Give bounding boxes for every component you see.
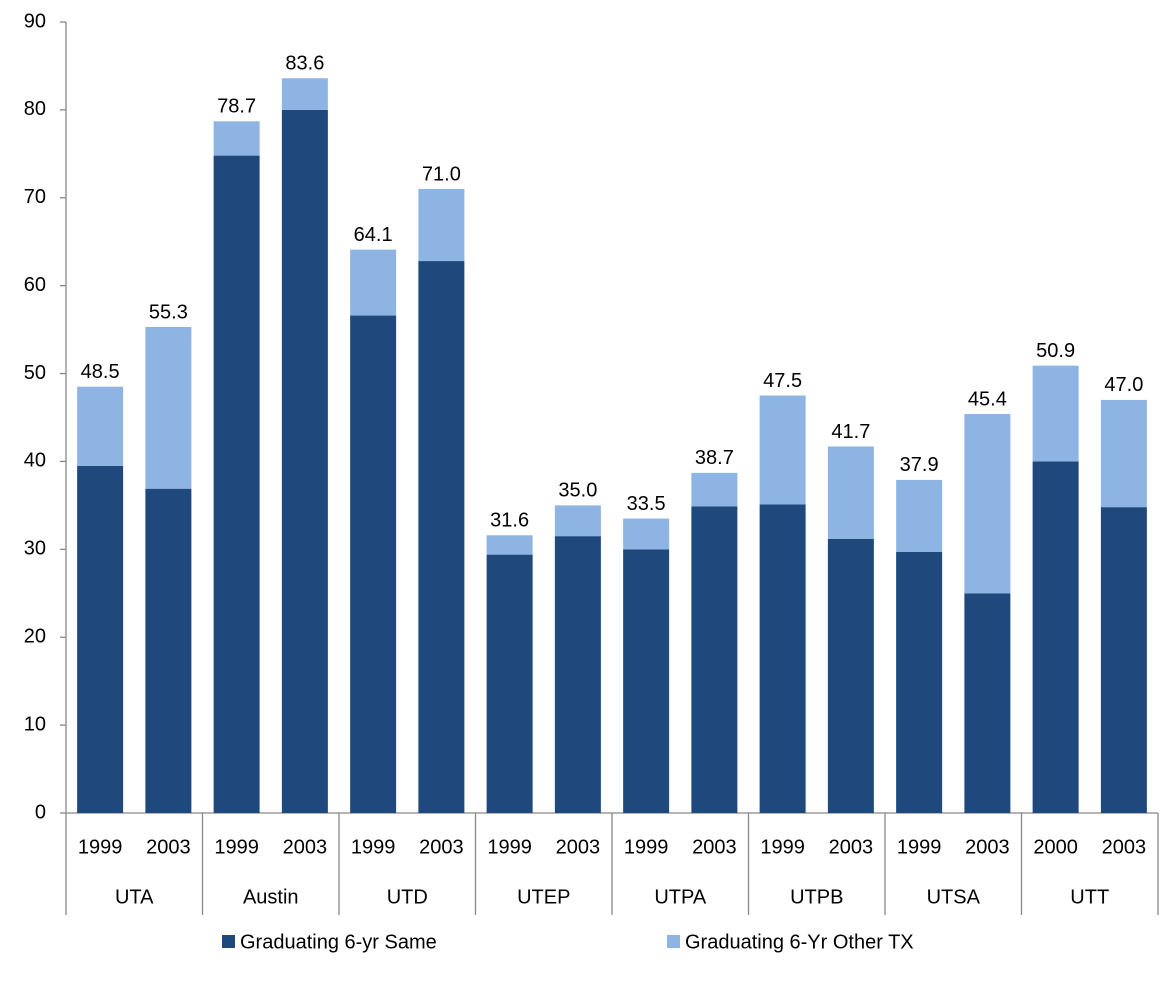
total-label: 38.7 [695,447,734,469]
bar-segment [418,188,465,262]
y-tick-label: 20 [24,626,46,648]
group-label: UTEP [517,886,570,908]
group-label: UTD [387,886,428,908]
x-tick-label: 1999 [624,836,669,858]
y-tick-label: 70 [24,186,46,208]
legend-label: Graduating 6-Yr Other TX [685,931,914,953]
bar-segment [418,261,465,814]
x-tick-label: 2003 [146,836,191,858]
x-tick-label: 1999 [78,836,123,858]
bar-segment [77,386,124,466]
total-label: 71.0 [422,163,461,185]
x-tick-label: 2000 [1033,836,1078,858]
bar-segment [213,121,260,156]
bar-segment [623,549,670,813]
bar-segment [554,505,601,537]
bar-segment [896,479,943,552]
total-label: 41.7 [831,421,870,443]
legend-swatch [667,935,680,948]
bar-segment [281,109,328,813]
x-tick-label: 2003 [692,836,737,858]
bar-segment [1100,507,1147,813]
bar-segment [350,315,397,813]
group-label: UTSA [927,886,981,908]
x-tick-label: 2003 [556,836,601,858]
x-tick-label: 1999 [487,836,532,858]
group-label: UTA [115,886,154,908]
total-label: 64.1 [354,224,393,246]
total-label: 35.0 [558,480,597,502]
group-label: UTPB [790,886,843,908]
total-label: 47.5 [763,370,802,392]
bar-segment [759,504,806,813]
bar-segment [759,395,806,505]
bar-segment [145,488,192,813]
total-label: 78.7 [217,96,256,118]
x-tick-label: 1999 [351,836,396,858]
total-label: 83.6 [285,53,324,75]
bar-segment [486,554,533,813]
x-tick-label: 1999 [897,836,942,858]
total-label: 45.4 [968,388,1007,410]
total-label: 47.0 [1104,374,1143,396]
y-tick-label: 80 [24,98,46,120]
x-tick-label: 2003 [829,836,874,858]
x-tick-label: 2003 [965,836,1010,858]
y-tick-label: 60 [24,274,46,296]
bar-segment [827,538,874,813]
bar-segment [213,155,260,813]
bar-segment [554,536,601,813]
bar-segment [486,535,533,555]
x-tick-label: 2003 [419,836,464,858]
group-label: UTT [1070,886,1109,908]
bar-segment [691,506,738,813]
bar-segment [964,413,1011,594]
bar-segment [145,326,192,489]
y-tick-label: 90 [24,10,46,32]
legend-label: Graduating 6-yr Same [240,931,437,953]
total-label: 48.5 [81,361,120,383]
y-tick-label: 30 [24,538,46,560]
total-label: 31.6 [490,510,529,532]
total-label: 37.9 [900,454,939,476]
bar-segment [623,518,670,550]
x-tick-label: 1999 [760,836,805,858]
y-tick-label: 40 [24,450,46,472]
bar-segment [350,249,397,316]
y-tick-label: 50 [24,362,46,384]
total-label: 55.3 [149,301,188,323]
x-tick-label: 1999 [214,836,259,858]
bar-segment [1032,461,1079,813]
bar-segment [896,551,943,813]
total-label: 50.9 [1036,340,1075,362]
x-tick-label: 2003 [283,836,328,858]
bar-segment [691,472,738,507]
group-label: UTPA [654,886,707,908]
bar-segment [1100,399,1147,508]
legend-swatch [222,935,235,948]
group-label: Austin [243,886,299,908]
bar-segment [281,78,328,110]
bar-segment [77,465,124,813]
total-label: 33.5 [627,493,666,515]
bar-segment [964,593,1011,813]
x-tick-label: 2003 [1102,836,1147,858]
y-tick-label: 0 [35,801,46,823]
bar-segment [827,446,874,539]
bar-segment [1032,365,1079,462]
y-tick-label: 10 [24,713,46,735]
